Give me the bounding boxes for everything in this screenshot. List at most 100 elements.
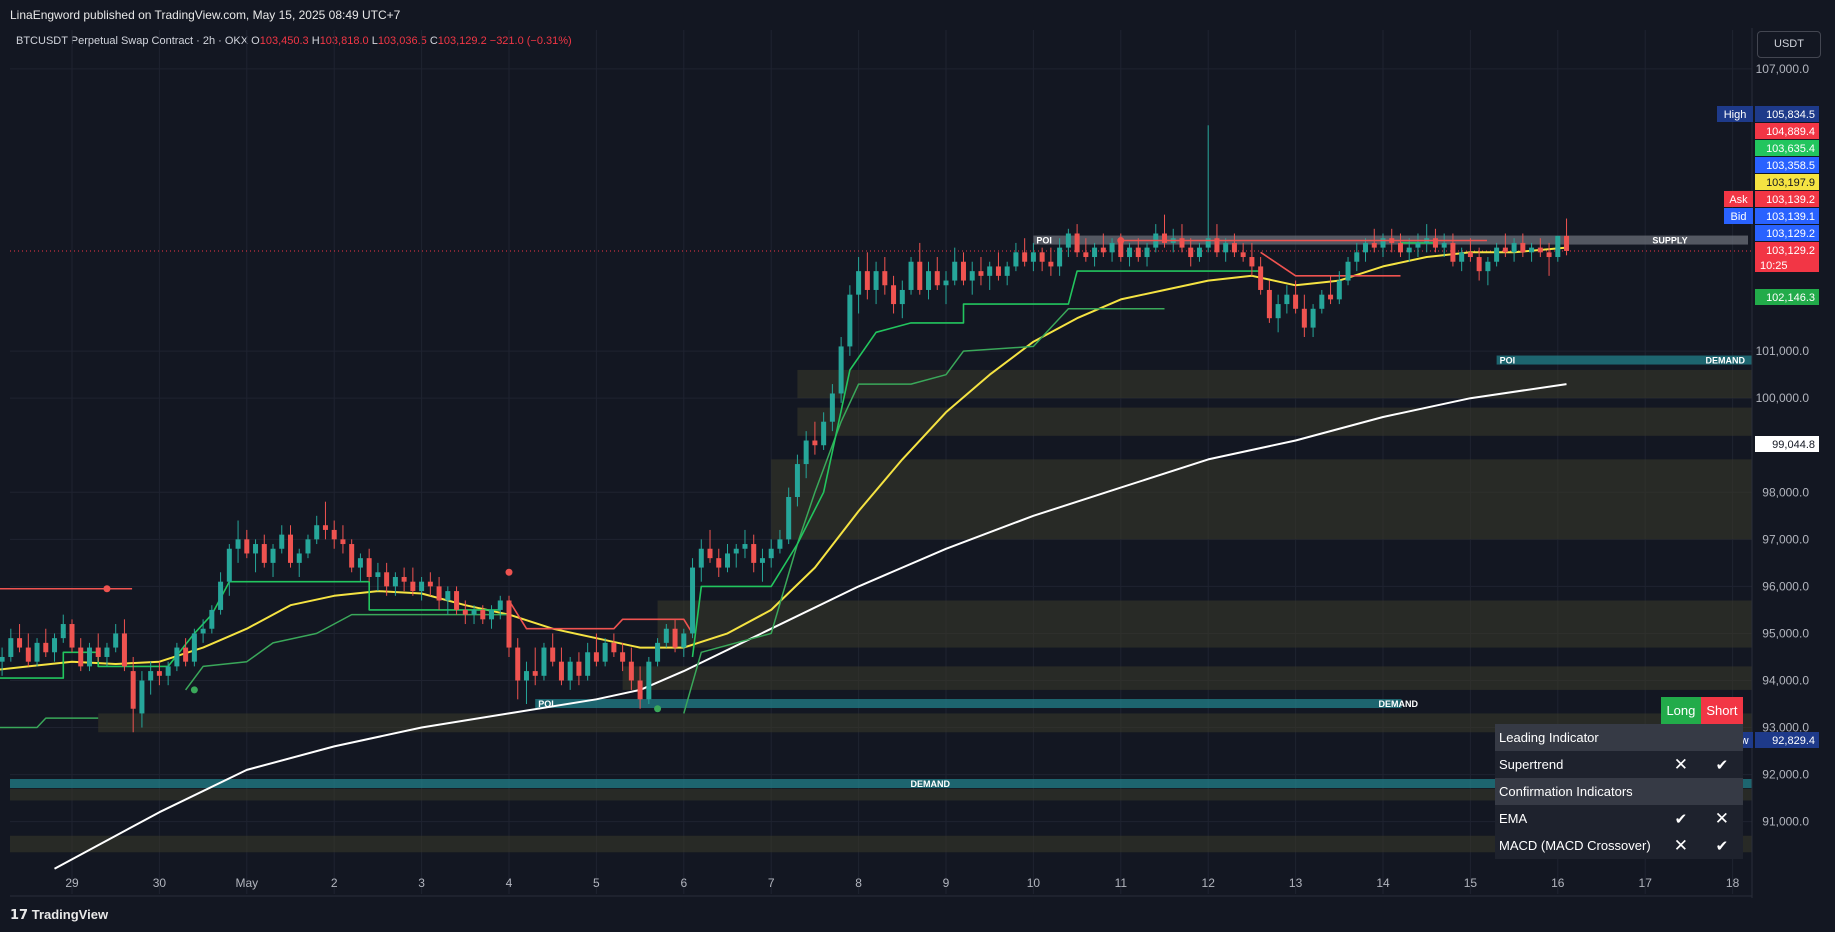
candle	[777, 529, 783, 554]
candle-body	[698, 548, 704, 568]
x-tick-label: 16	[1551, 876, 1565, 890]
candle	[620, 642, 626, 672]
zone-box	[797, 407, 1752, 436]
price-tag-value: 102,146.3	[1766, 292, 1815, 304]
supertrend-trail-line	[0, 717, 99, 729]
candle	[681, 628, 687, 657]
candle-body	[1109, 242, 1115, 253]
candle-body	[60, 624, 66, 639]
candle-body	[375, 572, 381, 577]
supertrend-up-line	[0, 580, 501, 679]
price-tag: 103,139.1 Bid	[1724, 208, 1819, 224]
candle-body	[821, 421, 827, 446]
candle-body	[733, 548, 739, 554]
candle	[1275, 294, 1281, 333]
price-tag: 103,139.2 Ask	[1724, 191, 1819, 207]
candle-body	[786, 496, 792, 540]
price-tag: 104,889.4	[1755, 123, 1819, 139]
symbol-legend[interactable]: BTCUSDT Perpetual Swap Contract · 2h · O…	[16, 35, 572, 47]
candle-body	[1476, 257, 1482, 272]
low-label: L	[371, 35, 378, 47]
candle	[148, 661, 154, 695]
candle-body	[725, 553, 730, 568]
supertrend-buy-dot	[190, 686, 198, 694]
x-tick-label: 6	[680, 876, 687, 890]
supertrend-up-line	[691, 270, 1261, 658]
x-tick-label: 5	[593, 876, 600, 890]
price-tag-label-box	[1717, 106, 1753, 122]
level-tag: POI	[1500, 356, 1516, 366]
x-tick-label: 11	[1115, 876, 1128, 890]
candle	[497, 595, 503, 620]
candle-body	[1380, 238, 1386, 248]
candle	[489, 605, 495, 629]
price-tag-box	[1755, 106, 1819, 122]
price-tag: 103,635.4	[1755, 140, 1819, 156]
level-band	[10, 779, 1752, 789]
candles-layer	[0, 125, 1570, 733]
open-label: O	[251, 35, 260, 47]
candle	[349, 539, 355, 573]
candle-body	[1328, 294, 1334, 300]
price-tag-value: 103,129.2	[1766, 245, 1815, 257]
price-tag-box	[1755, 732, 1819, 748]
candle	[427, 572, 433, 596]
candle	[733, 544, 739, 568]
price-tags: 105,834.5 High 104,889.4 103,635.4 103,358.5…	[1717, 106, 1819, 748]
price-axis: 107,000.0 101,000.0 100,000.0 98,000.0 97,00…	[1751, 28, 1810, 898]
candle	[1162, 214, 1167, 248]
supertrend-short-check-icon: ✔	[1700, 751, 1743, 778]
candle-body	[1441, 242, 1447, 248]
candle	[628, 647, 634, 690]
low-value: 103,036.5	[377, 35, 427, 47]
y-tick-label: 96,000.0	[1762, 579, 1809, 593]
candle-body	[427, 581, 433, 587]
top-bar: LinaEngword published on TradingView.com…	[0, 0, 1835, 28]
candle-body	[1293, 294, 1299, 309]
signal-table: Long Short Leading Indicator Supertrend …	[1495, 697, 1743, 859]
candle	[943, 271, 949, 305]
price-tag-value: 103,358.5	[1766, 160, 1815, 172]
candle-body	[873, 271, 879, 290]
level-band	[535, 699, 1402, 709]
candle	[576, 652, 582, 686]
y-tick-label: 101,000.0	[1756, 344, 1810, 358]
candle-body	[1092, 247, 1098, 258]
candle-body	[1030, 252, 1036, 262]
candle	[1328, 275, 1334, 305]
supertrend-buy-dot	[654, 705, 662, 713]
candle-body	[1266, 289, 1272, 319]
candle	[1153, 224, 1159, 253]
price-tag-label: High	[1724, 109, 1747, 121]
price-tag-value: 103,139.2	[1766, 194, 1815, 206]
candle-body	[943, 280, 949, 286]
y-tick-label: 93,000.0	[1762, 721, 1809, 735]
candle	[331, 520, 337, 549]
candle	[1030, 242, 1036, 272]
candle-body	[768, 548, 774, 559]
high-label: H	[311, 35, 320, 47]
leading-label: Leading Indicator	[1495, 724, 1743, 751]
candle	[454, 586, 460, 615]
candle-body	[366, 558, 372, 577]
candle	[209, 605, 215, 634]
candle	[1266, 280, 1272, 323]
candle	[969, 261, 975, 295]
candle	[25, 633, 31, 667]
ema-layer	[0, 246, 1567, 870]
candle-body	[209, 609, 215, 629]
candle	[952, 247, 958, 286]
candle	[69, 619, 75, 653]
long-header: Long	[1661, 697, 1701, 724]
candle	[174, 642, 180, 672]
currency-button[interactable]: USDT	[1757, 31, 1821, 58]
ema-row: EMA ✔ ✕	[1495, 805, 1743, 832]
markers-layer	[0, 237, 1487, 713]
candle	[856, 257, 862, 314]
candle-body	[803, 440, 809, 465]
candle	[288, 525, 293, 568]
candle	[296, 548, 302, 577]
candle	[1494, 242, 1500, 267]
candle-body	[1196, 247, 1202, 258]
